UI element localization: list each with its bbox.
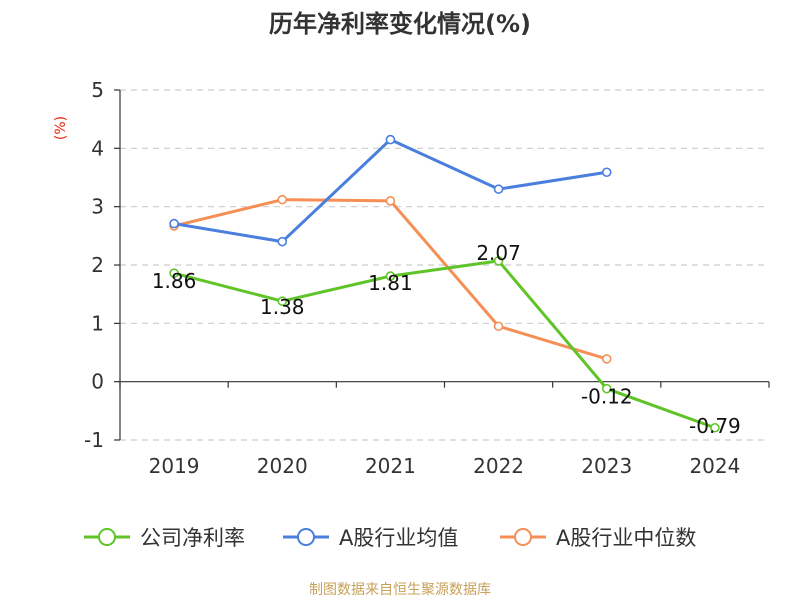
legend: 公司净利率 A股行业均值 A股行业中位数 — [84, 526, 696, 550]
y-tick-label: 0 — [91, 370, 104, 394]
series-line-1 — [173, 138, 607, 244]
data-label: -0.79 — [689, 414, 741, 438]
data-label: 2.07 — [476, 241, 521, 265]
y-tick-label: 3 — [91, 195, 104, 219]
chart-title: 历年净利率变化情况(%) — [269, 10, 531, 38]
y-tick-label: 5 — [91, 78, 104, 102]
y-tick-label: 2 — [91, 253, 104, 277]
series-lines — [169, 134, 720, 433]
legend-label: A股行业均值 — [339, 526, 458, 550]
data-label: 1.81 — [368, 271, 413, 295]
x-tick-label: 2024 — [689, 454, 740, 478]
x-tick-label: 2022 — [473, 454, 524, 478]
y-tick-label: -1 — [84, 428, 104, 452]
data-point — [385, 196, 396, 206]
data-point — [601, 167, 612, 178]
legend-item: A股行业中位数 — [500, 526, 696, 550]
data-label: 1.38 — [260, 295, 305, 319]
data-point — [493, 184, 504, 194]
y-axis-label: (%) — [53, 116, 69, 140]
data-point — [169, 268, 179, 278]
data-point — [601, 383, 612, 394]
data-point — [493, 321, 504, 332]
series-line-0 — [173, 259, 716, 430]
data-point — [710, 422, 720, 433]
legend-label: 公司净利率 — [140, 526, 245, 550]
data-source-note: 制图数据来自恒生聚源数据库 — [309, 582, 491, 598]
data-label: 1.86 — [152, 269, 197, 293]
x-tick-label: 2021 — [365, 454, 416, 478]
x-tick-label: 2020 — [257, 454, 308, 478]
axes: 5 4 3 2 1 0 -1 2019 2020 2021 2022 2023 2024 — [84, 78, 770, 478]
x-tick-label: 2023 — [581, 454, 632, 478]
data-point — [277, 194, 288, 205]
data-point — [385, 134, 396, 145]
data-point — [277, 236, 288, 247]
data-point — [493, 256, 504, 266]
legend-label: A股行业中位数 — [556, 526, 696, 550]
data-point — [277, 296, 288, 306]
x-tick-label: 2019 — [149, 454, 200, 478]
data-point — [169, 218, 179, 229]
data-labels: 1.86 1.38 1.81 2.07 -0.12 -0.79 — [152, 241, 741, 438]
data-point — [385, 271, 396, 281]
legend-item: A股行业均值 — [283, 526, 458, 550]
data-label: -0.12 — [581, 385, 633, 409]
legend-swatch-marker — [98, 528, 116, 546]
data-point — [601, 354, 612, 364]
legend-swatch-marker — [514, 528, 532, 546]
legend-swatch-marker — [297, 528, 315, 546]
legend-item: 公司净利率 — [84, 526, 245, 550]
y-tick-label: 4 — [91, 136, 104, 160]
y-tick-label: 1 — [91, 311, 104, 335]
